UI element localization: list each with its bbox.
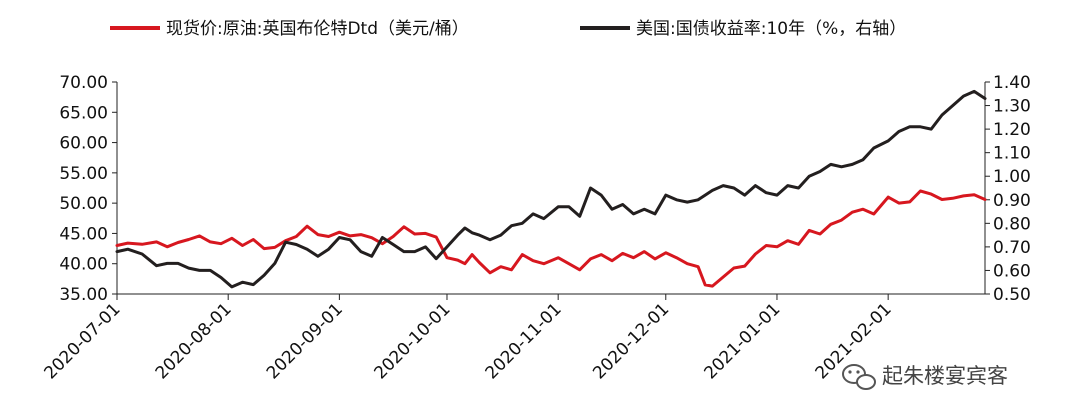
right-tick-label: 1.40 [993,73,1031,93]
watermark: 起朱楼宴宾客 [842,364,1008,390]
right-axis-ticks: 0.50 0.60 0.70 0.80 0.90 1.00 1.10 1.20 1.30 1.40 [985,73,1031,305]
left-axis-ticks: 35.00 40.00 45.00 50.00 55.00 60.00 65.00 70.00 [59,73,117,305]
legend-label-treasury-yield: 美国:国债收益率:10年（%，右轴） [636,19,906,39]
watermark-text: 起朱楼宴宾客 [882,364,1008,388]
right-tick-label: 0.80 [993,214,1031,234]
x-tick-label: 2020-10-01 [371,299,455,383]
left-tick-label: 55.00 [59,164,108,184]
x-tick-label: 2020-09-01 [263,299,347,383]
right-tick-label: 0.90 [993,191,1031,211]
left-tick-label: 65.00 [59,103,108,123]
x-axis-ticks: 2020-07-01 2020-08-01 2020-09-01 2020-10-01… [41,294,896,383]
right-tick-label: 0.60 [993,261,1031,281]
left-tick-label: 45.00 [59,224,108,244]
x-tick-label: 2020-07-01 [41,299,125,383]
wechat-icon [842,364,876,390]
legend-label-crude-oil: 现货价:原油:英国布伦特Dtd（美元/桶） [166,19,469,39]
x-tick-label: 2020-08-01 [152,299,236,383]
series-lines [115,89,987,289]
axes [116,82,986,295]
right-tick-label: 1.20 [993,120,1031,140]
series-line-crude-oil [115,189,987,288]
x-tick-label: 2021-01-01 [701,299,785,383]
left-tick-label: 35.00 [59,285,108,305]
legend: 现货价:原油:英国布伦特Dtd（美元/桶） 美国:国债收益率:10年（%，右轴） [110,19,906,39]
left-tick-label: 50.00 [59,194,108,214]
x-tick-label: 2020-12-01 [589,299,673,383]
right-tick-label: 0.70 [993,238,1031,258]
series-line-treasury-yield [115,89,987,289]
right-tick-label: 1.00 [993,167,1031,187]
left-tick-label: 40.00 [59,255,108,275]
right-tick-label: 0.50 [993,285,1031,305]
left-tick-label: 60.00 [59,134,108,154]
right-tick-label: 1.30 [993,97,1031,117]
right-tick-label: 1.10 [993,144,1031,164]
x-tick-label: 2020-11-01 [482,299,566,383]
left-tick-label: 70.00 [59,73,108,93]
